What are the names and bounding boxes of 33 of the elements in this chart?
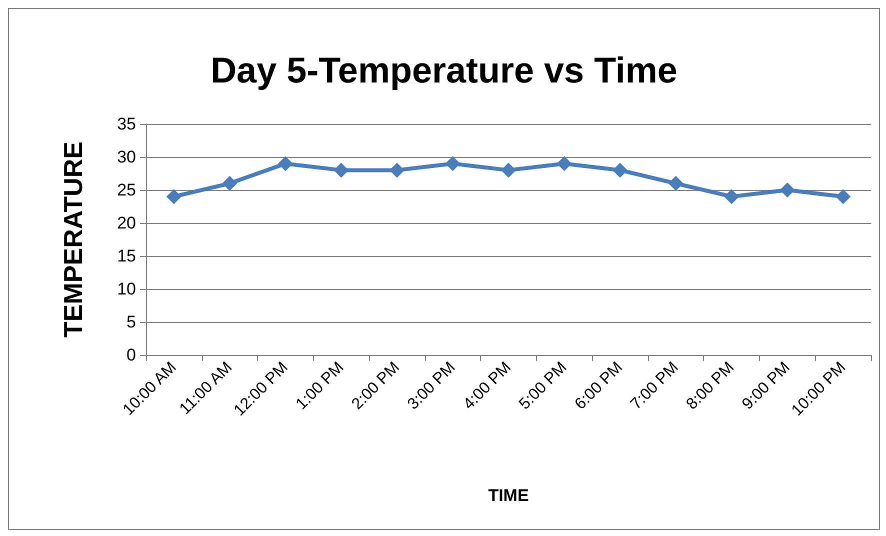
point [166, 189, 182, 204]
y-tick-label: 20 [117, 214, 136, 232]
point [334, 162, 349, 178]
point [668, 176, 684, 191]
chart-title: Day 5-Temperature vs Time [210, 50, 678, 90]
point [836, 189, 851, 204]
y-tick-label: 30 [117, 148, 136, 166]
point [222, 176, 238, 191]
y-axis-title: TEMPERATURE [58, 142, 88, 338]
y-tick-label: 5 [126, 312, 136, 332]
x-axis-title: TIME [488, 486, 529, 505]
x-tick-label: 8:00 PM [683, 358, 738, 414]
y-tick-label: 35 [117, 114, 136, 134]
x-tick-label: 7:00 PM [628, 358, 682, 414]
point [278, 156, 293, 172]
point [612, 162, 628, 178]
y-tick-label: 25 [117, 180, 136, 200]
point [724, 189, 740, 204]
point [501, 162, 516, 178]
point [445, 156, 460, 172]
point [556, 156, 572, 172]
y-tick-label: 10 [117, 280, 136, 298]
x-tick-label: 1:00 PM [293, 358, 348, 414]
y-tick-label: 15 [117, 246, 136, 266]
x-tick-label: 9:00 PM [739, 358, 794, 414]
x-tick-label: 5:00 PM [516, 358, 570, 414]
point [780, 182, 795, 198]
x-tick-label: 6:00 PM [572, 358, 626, 414]
point [389, 162, 404, 178]
x-tick-label: 2:00 PM [348, 358, 403, 414]
x-tick-label: 3:00 PM [404, 358, 459, 414]
y-tick-label: 0 [126, 346, 136, 364]
x-tick-label: 4:00 PM [460, 358, 515, 414]
